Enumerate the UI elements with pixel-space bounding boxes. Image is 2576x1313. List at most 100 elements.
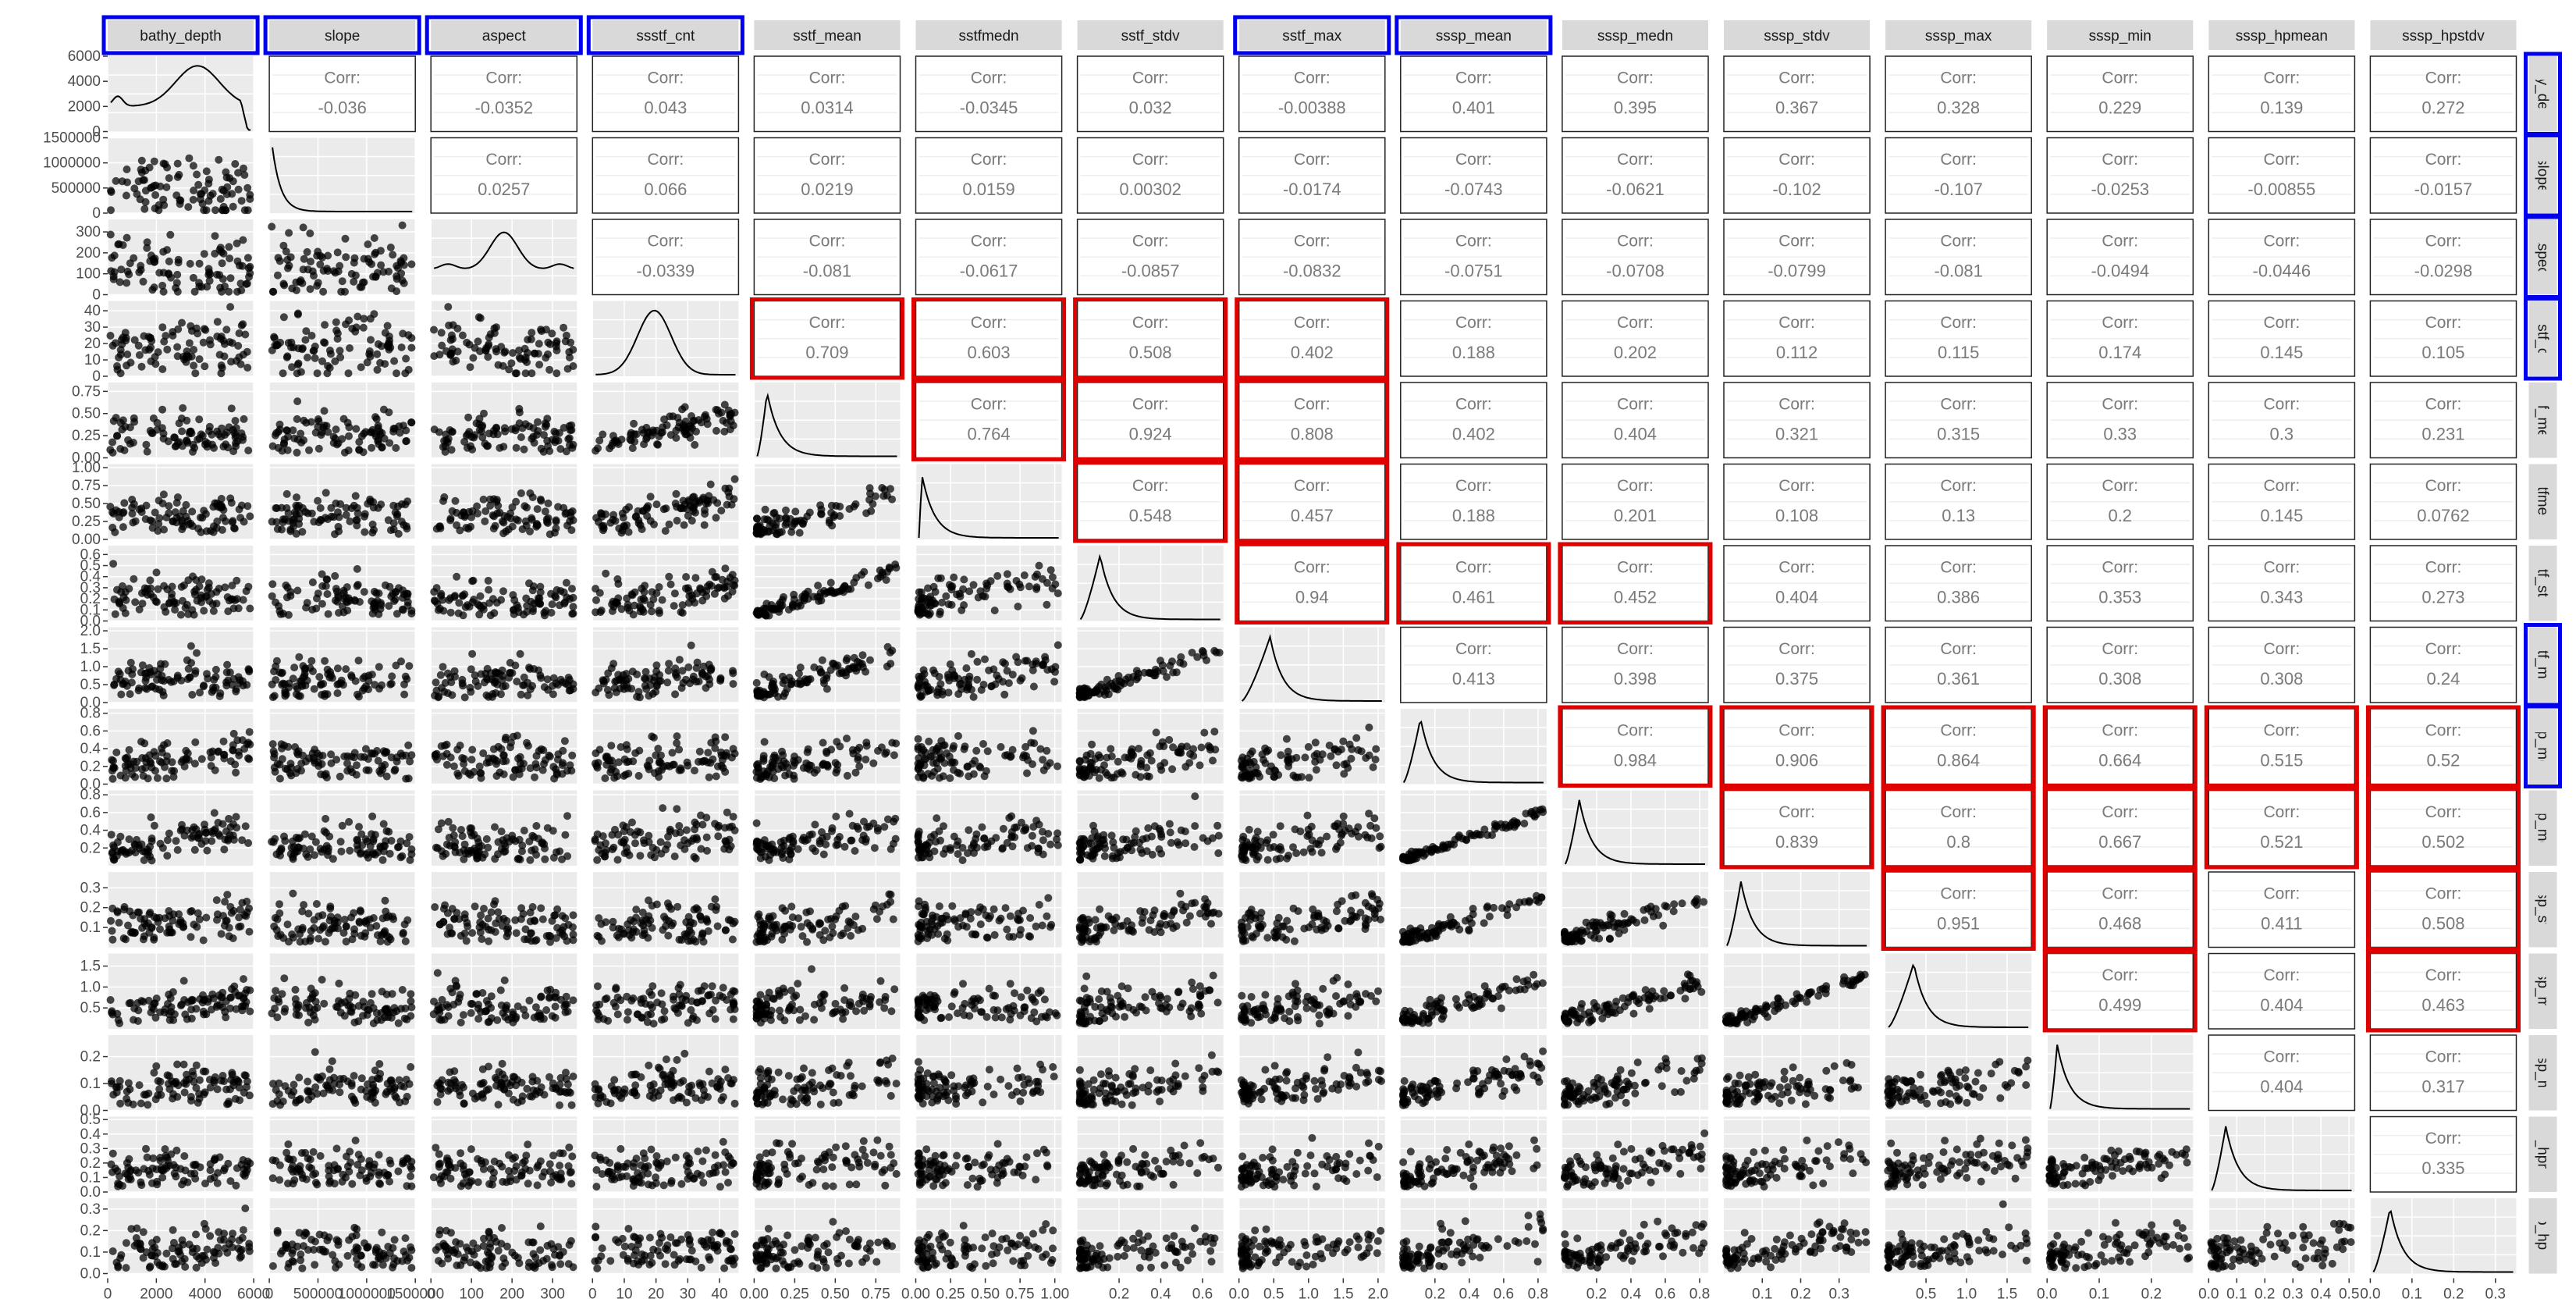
scatter-point [752,845,761,852]
scatter-point [492,423,500,432]
scatter-point [1022,824,1030,832]
scatter-point [211,673,220,681]
scatter-point [599,521,608,530]
row-strip: sssp_hpmean [2528,1116,2557,1192]
scatter-point [607,742,616,750]
scatter-point [146,576,155,585]
scatter-point [268,222,276,231]
scatter-point [489,525,498,533]
scatter-point [501,847,510,856]
scatter-point [360,315,368,323]
scatter-point [1169,668,1178,677]
density-curve [756,393,897,457]
scatter-point [176,610,185,619]
corr-label: Corr: [1455,477,1492,495]
corr-value: -0.081 [1934,261,1982,280]
scatter-point [432,678,440,687]
scatter-point [624,684,632,692]
scatter-points [107,154,254,215]
scatter-point [199,338,208,347]
corr-value: 0.457 [1291,506,1334,525]
scatter-point [460,693,469,702]
row-strip-label: sstfmedn [2535,471,2551,532]
scatter-point [282,247,290,256]
scatter-point [322,489,330,497]
matrix-panel [107,627,254,703]
corr-label: Corr: [1778,559,1815,577]
corr-value: 0.174 [2098,343,2141,362]
scatter-point [399,930,407,938]
matrix-panel [752,464,901,540]
scatter-point [359,448,368,457]
corr-value: 0.0219 [801,180,853,199]
scatter-point [1181,827,1189,836]
corr-value: 0.353 [2098,587,2141,607]
scatter-point [324,610,332,618]
matrix-panel [592,383,739,459]
scatter-point [924,770,933,778]
scatter-point [229,741,237,749]
scatter-point [569,516,577,525]
scatter-point [1427,847,1435,856]
scatter-point [281,515,290,524]
matrix-panel: Corr:0.139 [2208,55,2356,133]
scatter-point [332,585,340,593]
scatter-point [915,595,923,603]
corr-label: Corr: [1617,151,1654,169]
matrix-panel: Corr:0.52 [2365,705,2521,788]
scatter-point [190,287,199,296]
scatter-point [226,303,235,311]
scatter-point [128,503,137,512]
scatter-point [314,415,322,423]
corr-label: Corr: [1778,640,1815,658]
scatter-point [836,742,844,751]
scatter-point [714,832,723,841]
scatter-point [509,591,517,600]
scatter-point [950,573,958,582]
scatter-point [185,339,194,347]
scatter-point [307,332,316,340]
scatter-point [480,905,488,913]
corr-value: 0.401 [1452,98,1495,117]
matrix-panel [752,627,901,703]
corr-label: Corr: [648,151,684,169]
scatter-point [303,247,311,256]
scatter-point [625,503,633,511]
scatter-point [195,415,204,424]
scatter-point [791,759,799,767]
scatter-point [524,678,532,687]
scatter-point [1152,728,1160,737]
scatter-point [515,404,524,413]
scatter-point [299,223,307,232]
scatter-point [298,344,307,353]
scatter-point [721,767,730,776]
scatter-point [1363,833,1372,842]
scatter-point [450,842,459,851]
row-strip-label: ssstf_cnt [2535,309,2551,368]
scatter-point [245,728,254,736]
scatter-point [828,827,836,835]
scatter-point [712,426,720,435]
matrix-panel: Corr:0.105 [2369,300,2517,377]
scatter-point [950,832,958,841]
scatter-point [190,361,198,370]
scatter-point [403,916,412,924]
scatter-point [197,591,205,600]
row-strip: sstf_stdv [2528,546,2557,621]
matrix-panel: Corr:0.33 [2046,382,2194,459]
column-strip-label: ssstf_cnt [636,28,695,44]
corr-label: Corr: [1132,396,1169,414]
scatter-point [108,927,116,935]
scatter-point [173,343,182,351]
scatter-point [378,856,387,864]
scatter-point [953,841,961,849]
scatter-point [343,767,352,775]
scatter-point [137,508,146,516]
scatter-point [527,335,535,343]
scatter-point [554,503,563,511]
scatter-point [444,303,453,311]
scatter-point [492,772,501,780]
corr-label: Corr: [2102,477,2138,495]
scatter-point [1245,767,1253,774]
scatter-point [678,609,687,617]
